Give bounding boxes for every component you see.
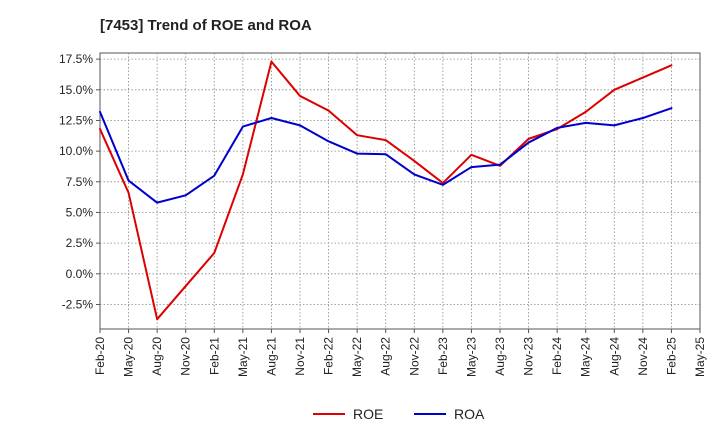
y-axis: -2.5% 0.0% 2.5% 5.0% 7.5% 10.0% 12.5% 15.0% 17.5… (59, 52, 100, 311)
x-axis: Feb-20 May-20 Aug-20 Nov-20 Feb-21 May-21 Aug-… (93, 329, 707, 377)
plot-area (99, 52, 701, 330)
x-tick-label: Aug-22 (379, 337, 393, 376)
series-lines (99, 60, 673, 321)
legend-label-roe: ROE (353, 406, 383, 422)
y-tick-label: -2.5% (62, 297, 94, 311)
x-tick-label: Nov-21 (293, 337, 307, 376)
y-tick-label: 7.5% (66, 175, 94, 189)
y-tick-label: 2.5% (66, 236, 94, 250)
x-tick-label: Feb-21 (207, 337, 221, 375)
x-tick-label: Aug-21 (264, 337, 278, 376)
x-tick-label: May-23 (464, 337, 478, 377)
x-tick-label: Aug-24 (607, 337, 621, 376)
x-tick-label: Feb-24 (550, 337, 564, 375)
x-tick-label: Feb-25 (664, 337, 678, 375)
x-tick-label: May-25 (693, 337, 707, 377)
y-tick-label: 0.0% (66, 267, 94, 281)
x-tick-label: May-24 (579, 337, 593, 377)
y-tick-label: 10.0% (59, 144, 93, 158)
x-tick-label: May-21 (236, 337, 250, 377)
legend-label-roa: ROA (454, 406, 485, 422)
x-tick-label: Feb-23 (436, 337, 450, 375)
x-tick-label: Feb-22 (322, 337, 336, 375)
y-tick-label: 17.5% (59, 52, 93, 66)
x-tick-label: Nov-24 (636, 337, 650, 376)
series-line-roa (99, 107, 673, 204)
grid (100, 53, 700, 329)
x-tick-label: May-22 (350, 337, 364, 377)
y-tick-label: 12.5% (59, 113, 93, 127)
x-tick-label: Aug-20 (150, 337, 164, 376)
x-tick-label: May-20 (122, 337, 136, 377)
series-line-roe (99, 60, 673, 321)
chart-title: [7453] Trend of ROE and ROA (100, 17, 312, 34)
y-tick-label: 15.0% (59, 83, 93, 97)
x-tick-label: Aug-23 (493, 337, 507, 376)
x-tick-label: Nov-20 (179, 337, 193, 376)
x-tick-label: Nov-23 (522, 337, 536, 376)
legend: ROE ROA (313, 406, 485, 422)
x-tick-label: Feb-20 (93, 337, 107, 375)
x-tick-label: Nov-22 (407, 337, 421, 376)
y-tick-label: 5.0% (66, 205, 94, 219)
